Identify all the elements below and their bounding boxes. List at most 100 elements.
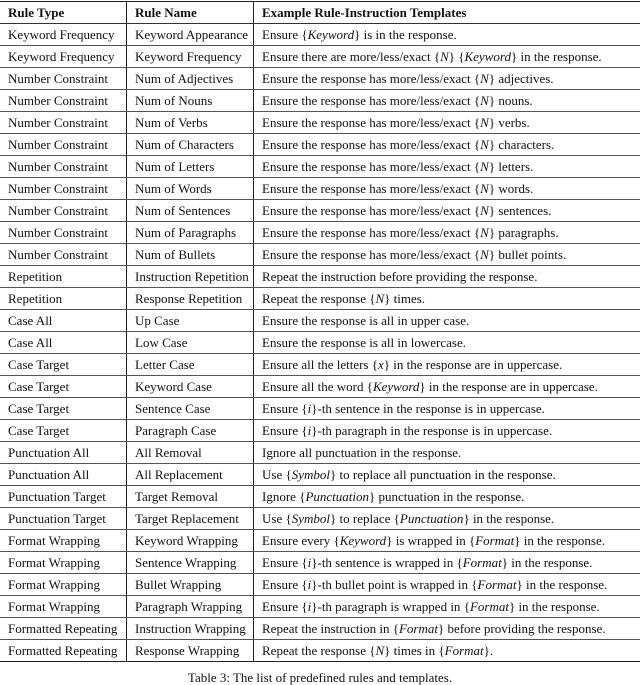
cell-rule-name: Response Repetition [127, 288, 254, 310]
cell-template: Ensure the response is all in lowercase. [254, 332, 640, 354]
cell-rule-name: Num of Paragraphs [127, 222, 254, 244]
cell-rule-type: Format Wrapping [0, 574, 127, 596]
cell-rule-name: Num of Words [127, 178, 254, 200]
cell-rule-type: Number Constraint [0, 90, 127, 112]
cell-template: Use {Symbol} to replace {Punctuation} in… [254, 508, 640, 530]
cell-rule-type: Repetition [0, 266, 127, 288]
cell-rule-type: Case All [0, 310, 127, 332]
cell-template: Ensure the response has more/less/exact … [254, 90, 640, 112]
cell-template: Repeat the instruction in {Format} befor… [254, 618, 640, 640]
cell-rule-type: Punctuation Target [0, 486, 127, 508]
cell-rule-name: All Removal [127, 442, 254, 464]
cell-rule-type: Punctuation All [0, 464, 127, 486]
cell-template: Ensure the response has more/less/exact … [254, 222, 640, 244]
header-row: Rule Type Rule Name Example Rule-Instruc… [0, 2, 640, 24]
cell-rule-name: Paragraph Case [127, 420, 254, 442]
cell-rule-name: Sentence Case [127, 398, 254, 420]
cell-rule-name: Keyword Wrapping [127, 530, 254, 552]
cell-template: Ignore all punctuation in the response. [254, 442, 640, 464]
cell-rule-name: Keyword Frequency [127, 46, 254, 68]
cell-template: Ensure {Keyword} is in the response. [254, 24, 640, 46]
cell-rule-type: Case Target [0, 376, 127, 398]
table-caption: Table 3: The list of predefined rules an… [0, 671, 640, 685]
cell-rule-name: Num of Bullets [127, 244, 254, 266]
cell-rule-type: Number Constraint [0, 156, 127, 178]
cell-template: Repeat the response {N} times. [254, 288, 640, 310]
header-rule-name: Rule Name [127, 2, 254, 24]
cell-template: Ensure the response has more/less/exact … [254, 156, 640, 178]
cell-rule-name: Keyword Appearance [127, 24, 254, 46]
cell-template: Use {Symbol} to replace all punctuation … [254, 464, 640, 486]
cell-rule-name: Target Replacement [127, 508, 254, 530]
cell-template: Ensure the response has more/less/exact … [254, 244, 640, 266]
cell-rule-type: Punctuation All [0, 442, 127, 464]
cell-template: Repeat the response {N} times in {Format… [254, 640, 640, 662]
cell-template: Repeat the instruction before providing … [254, 266, 640, 288]
cell-rule-type: Case All [0, 332, 127, 354]
cell-rule-name: Response Wrapping [127, 640, 254, 662]
cell-template: Ensure there are more/less/exact {N} {Ke… [254, 46, 640, 68]
cell-rule-type: Number Constraint [0, 178, 127, 200]
cell-rule-type: Repetition [0, 288, 127, 310]
cell-rule-type: Case Target [0, 398, 127, 420]
cell-rule-name: Letter Case [127, 354, 254, 376]
cell-rule-type: Formatted Repeating [0, 618, 127, 640]
header-templates: Example Rule-Instruction Templates [254, 2, 640, 24]
cell-rule-type: Format Wrapping [0, 530, 127, 552]
cell-template: Ensure the response has more/less/exact … [254, 178, 640, 200]
cell-template: Ensure the response has more/less/exact … [254, 134, 640, 156]
cell-template: Ensure the response has more/less/exact … [254, 112, 640, 134]
cell-rule-type: Number Constraint [0, 200, 127, 222]
cell-rule-type: Punctuation Target [0, 508, 127, 530]
cell-rule-type: Case Target [0, 420, 127, 442]
cell-rule-name: All Replacement [127, 464, 254, 486]
cell-template: Ensure the response is all in upper case… [254, 310, 640, 332]
cell-rule-type: Number Constraint [0, 134, 127, 156]
cell-rule-type: Format Wrapping [0, 596, 127, 618]
cell-rule-name: Instruction Wrapping [127, 618, 254, 640]
cell-rule-type: Format Wrapping [0, 552, 127, 574]
cell-rule-name: Bullet Wrapping [127, 574, 254, 596]
cell-rule-name: Keyword Case [127, 376, 254, 398]
cell-rule-name: Num of Letters [127, 156, 254, 178]
cell-template: Ensure all the letters {x} in the respon… [254, 354, 640, 376]
cell-template: Ensure the response has more/less/exact … [254, 68, 640, 90]
cell-rule-name: Paragraph Wrapping [127, 596, 254, 618]
cell-rule-name: Instruction Repetition [127, 266, 254, 288]
cell-template: Ensure the response has more/less/exact … [254, 200, 640, 222]
cell-rule-type: Number Constraint [0, 112, 127, 134]
cell-rule-name: Target Removal [127, 486, 254, 508]
header-rule-type: Rule Type [0, 2, 127, 24]
cell-rule-type: Case Target [0, 354, 127, 376]
cell-rule-name: Num of Adjectives [127, 68, 254, 90]
cell-template: Ensure {i}-th paragraph in the response … [254, 420, 640, 442]
cell-rule-name: Sentence Wrapping [127, 552, 254, 574]
cell-rule-name: Low Case [127, 332, 254, 354]
cell-rule-type: Number Constraint [0, 222, 127, 244]
